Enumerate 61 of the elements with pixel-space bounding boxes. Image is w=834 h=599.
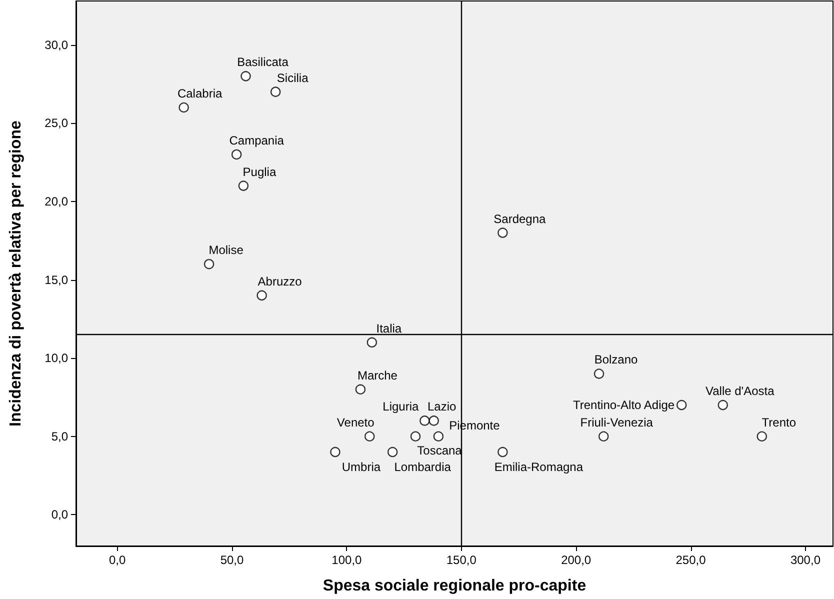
point xyxy=(676,400,687,410)
annotation: Puglia xyxy=(242,164,276,179)
annotation: Toscana xyxy=(417,443,462,458)
annotation: Bolzano xyxy=(594,352,638,367)
annotation: Lazio xyxy=(428,400,457,414)
annotation: Basilicata xyxy=(237,55,289,70)
y-tick-label: 15,0 xyxy=(44,272,68,287)
point xyxy=(238,180,249,191)
annotation: Trento xyxy=(762,415,796,430)
y-axis-title: Incidenza di povertà relativa per regione xyxy=(8,120,24,426)
x-tick-label: 250,0 xyxy=(676,553,706,567)
x-tick-label: 50,0 xyxy=(220,553,244,567)
x-axis-title: Spesa sociale regionale pro-capite xyxy=(322,578,586,594)
x-tick-label: 300,0 xyxy=(790,553,821,567)
point xyxy=(364,431,375,442)
point xyxy=(387,446,398,458)
annotation: Veneto xyxy=(336,415,375,430)
point xyxy=(598,431,609,442)
point xyxy=(240,71,251,82)
x-tick-label: 200,0 xyxy=(561,553,592,567)
annotation: Emilia-Romagna xyxy=(494,460,584,474)
point xyxy=(366,337,378,348)
annotation: Italia xyxy=(376,321,402,336)
y-tick-label: 10,0 xyxy=(44,351,68,366)
annotation: Friuli-Venezia xyxy=(580,415,654,430)
point xyxy=(594,368,604,379)
x-tick-label: 100,0 xyxy=(332,553,362,567)
annotation: Molise xyxy=(208,243,244,258)
point xyxy=(428,416,439,426)
annotation: Umbria xyxy=(342,460,381,474)
point xyxy=(204,259,214,270)
annotation: Lombardia xyxy=(394,460,452,474)
annotation: Liguria xyxy=(382,400,420,414)
point xyxy=(355,384,366,394)
point xyxy=(178,102,189,113)
annotation: Abruzzo xyxy=(258,274,302,288)
point xyxy=(410,431,421,442)
point xyxy=(498,446,508,458)
x-tick-label: 0,0 xyxy=(108,553,126,567)
point xyxy=(420,416,430,426)
point xyxy=(330,446,340,458)
point xyxy=(498,228,508,238)
point xyxy=(256,290,267,301)
point xyxy=(718,400,728,410)
annotation: Calabria xyxy=(177,86,222,100)
annotation: Sardegna xyxy=(494,212,546,226)
point xyxy=(270,86,281,97)
annotation: Campania xyxy=(229,133,284,148)
y-tick-label: 0,0 xyxy=(51,508,68,522)
x-tick-label: 150,0 xyxy=(446,553,477,567)
point xyxy=(756,431,767,442)
y-tick-label: 25,0 xyxy=(44,116,68,130)
annotation: Marche xyxy=(357,368,398,382)
annotation: Sicilia xyxy=(276,70,309,85)
y-tick-label: 5,0 xyxy=(51,429,68,444)
y-tick-label: 30,0 xyxy=(44,38,68,52)
point xyxy=(231,149,242,160)
point xyxy=(433,431,444,442)
y-tick-label: 20,0 xyxy=(44,194,68,208)
annotation: Trentino-Alto Adige xyxy=(572,398,675,412)
annotation: Valle d'Aosta xyxy=(706,384,775,398)
